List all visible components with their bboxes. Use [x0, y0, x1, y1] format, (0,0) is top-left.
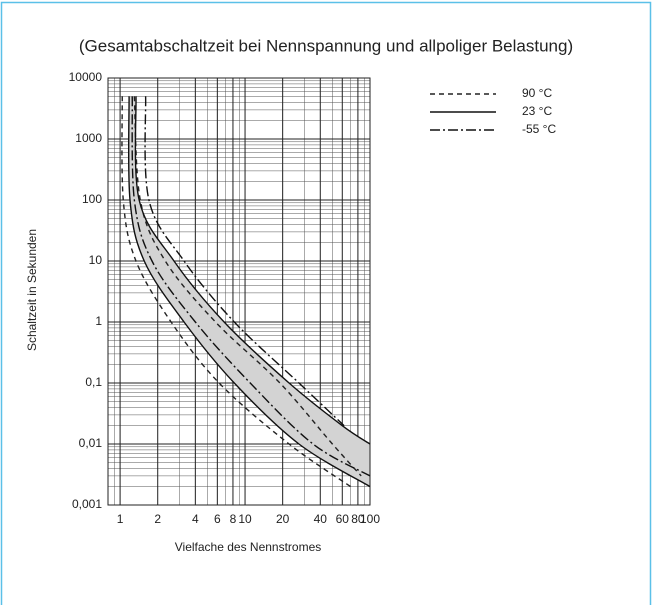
plot-frame [107, 77, 371, 506]
x-tick-label: 4 [192, 512, 199, 526]
y-tick-label: 10 [89, 253, 103, 267]
legend-label: -55 °C [522, 122, 556, 136]
x-tick-label: 10 [238, 512, 252, 526]
curve [134, 96, 371, 445]
y-tick-label: 1000 [75, 131, 102, 145]
curve [144, 96, 345, 427]
chart-title: (Gesamtabschaltzeit bei Nennspannung und… [79, 36, 573, 55]
legend-label: 23 °C [522, 104, 552, 118]
y-tick-label: 0,001 [72, 497, 102, 511]
band [128, 96, 370, 487]
curve [133, 96, 362, 477]
x-tick-label: 1 [117, 512, 124, 526]
legend-label: 90 °C [522, 86, 552, 100]
y-tick-label: 100 [82, 192, 102, 206]
x-tick-label: 6 [214, 512, 221, 526]
x-axis-label: Vielfache des Nennstromes [175, 540, 322, 554]
x-tick-label: 2 [154, 512, 161, 526]
y-tick-label: 10000 [69, 70, 103, 84]
curve [121, 96, 352, 488]
x-tick-label: 100 [360, 512, 380, 526]
x-tick-label: 60 [336, 512, 350, 526]
y-axis-label: Schaltzeit in Sekunden [25, 229, 39, 351]
x-tick-label: 40 [314, 512, 328, 526]
curve [131, 96, 371, 477]
x-tick-label: 20 [276, 512, 290, 526]
x-tick-label: 80 [351, 512, 365, 526]
y-tick-label: 0,01 [79, 436, 103, 450]
y-tick-label: 1 [95, 314, 102, 328]
curve [127, 96, 371, 488]
x-tick-label: 8 [230, 512, 237, 526]
y-tick-label: 0,1 [85, 375, 102, 389]
